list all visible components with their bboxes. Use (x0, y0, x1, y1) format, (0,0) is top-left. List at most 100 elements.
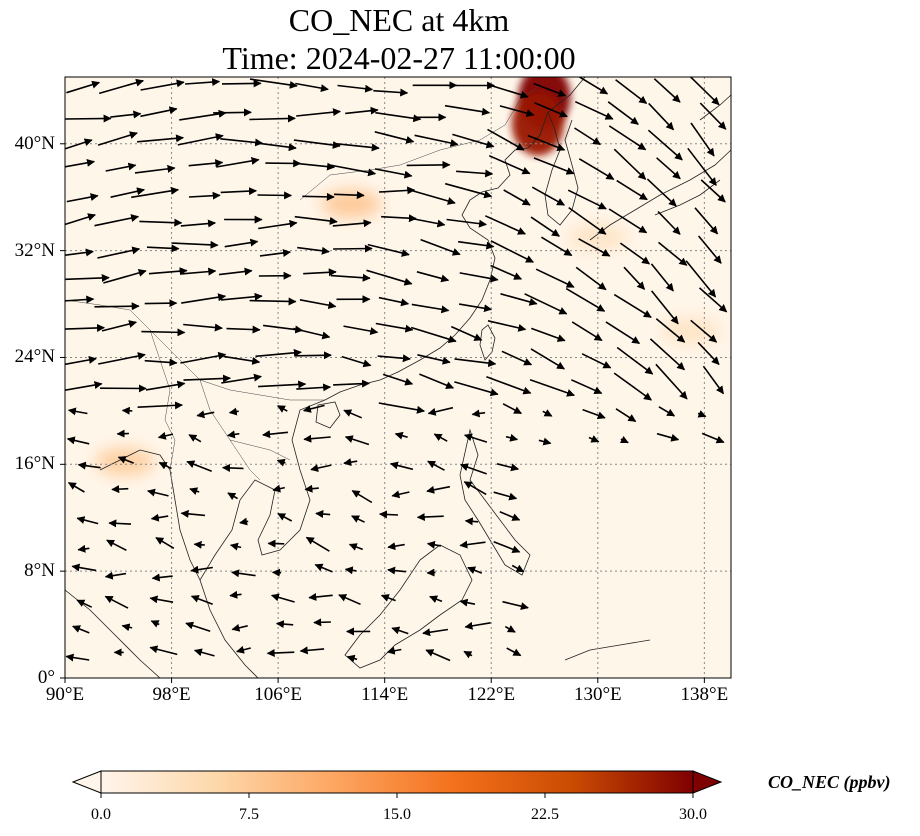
wind-arrow (249, 78, 298, 89)
wind-arrow (457, 240, 495, 250)
wind-arrow (193, 648, 215, 657)
wind-arrow (377, 354, 411, 363)
wind-arrow (185, 78, 221, 87)
wind-arrow (313, 618, 331, 627)
wind-arrow (613, 148, 647, 180)
wind-arrow (502, 600, 529, 611)
wind-arrow (94, 302, 140, 311)
wind-arrow (367, 243, 410, 257)
wind-arrow (459, 272, 499, 283)
wind-arrow (221, 79, 262, 88)
map-frame (64, 76, 732, 679)
wind-arrow (574, 100, 614, 120)
wind-arrow (394, 431, 408, 440)
wind-arrow (229, 590, 242, 599)
wind-arrow (65, 138, 93, 150)
map-title-variable: CO_NEC at 4km (288, 2, 510, 38)
lat-tick-label: 32°N (14, 239, 55, 261)
lat-tick-label: 24°N (14, 346, 55, 368)
wind-arrow (328, 164, 377, 177)
wind-arrow (148, 267, 188, 276)
wind-arrow (186, 460, 212, 472)
wind-arrow (121, 406, 133, 415)
wind-arrow (299, 646, 325, 655)
wind-arrow (158, 461, 172, 470)
lon-tick-label: 98°E (152, 684, 191, 705)
wind-arrow (623, 266, 646, 290)
wind-arrow (658, 406, 676, 417)
wind-vectors (65, 77, 728, 663)
wind-arrow (499, 511, 521, 521)
colorbar-extend-high (692, 770, 723, 794)
wind-arrow (387, 566, 406, 575)
colorbar-tick-label: 0.0 (91, 806, 111, 823)
wind-arrow (344, 435, 370, 446)
wind-arrow (341, 355, 372, 368)
wind-arrow (196, 410, 215, 419)
wind-arrow (295, 351, 332, 360)
wind-arrow (223, 355, 261, 365)
wind-arrow (571, 321, 603, 342)
wind-arrow (379, 510, 399, 519)
wind-arrow (188, 191, 221, 200)
wind-arrow (155, 537, 175, 549)
wind-arrow (144, 299, 178, 308)
coastline-new-guinea-north (564, 639, 651, 661)
coastline-china-east (324, 77, 586, 401)
wind-arrow (493, 540, 521, 554)
wind-arrow (185, 621, 211, 633)
wind-arrow (534, 102, 568, 118)
wind-arrow (72, 625, 90, 634)
wind-arrow (616, 179, 648, 201)
wind-arrow (258, 380, 307, 389)
colorbar-extend-low (71, 770, 102, 794)
wind-arrow (493, 491, 518, 501)
wind-arrow (613, 293, 652, 318)
wind-arrow (295, 82, 329, 93)
wind-arrow (67, 482, 85, 493)
wind-arrow (464, 517, 479, 526)
wind-arrow (460, 463, 487, 475)
wind-arrow (220, 292, 263, 301)
wind-arrow (189, 487, 200, 495)
wind-arrow (533, 82, 567, 97)
wind-arrow (77, 461, 101, 470)
coastline-borneo (344, 544, 473, 669)
wind-arrow (575, 266, 607, 291)
wind-arrow (216, 156, 260, 168)
wind-arrow (344, 566, 357, 575)
wind-arrow (410, 326, 457, 343)
wind-arrow (65, 295, 95, 304)
wind-arrow (578, 158, 615, 180)
wind-arrow (147, 488, 169, 497)
wind-arrow (700, 179, 726, 203)
wind-arrow (488, 84, 529, 99)
wind-arrow (426, 540, 442, 549)
wind-arrow (345, 106, 379, 115)
wind-arrow (310, 464, 332, 472)
wind-arrow (150, 513, 169, 522)
wind-arrow (366, 269, 413, 286)
wind-arrow (180, 219, 216, 228)
wind-arrow (615, 408, 637, 423)
wind-arrow (297, 246, 330, 255)
wind-arrow (227, 492, 239, 501)
wind-arrow (315, 510, 331, 518)
wind-arrow (249, 114, 296, 123)
wind-arrow (702, 365, 725, 395)
wind-arrow (218, 267, 253, 276)
wind-arrow (502, 403, 523, 415)
wind-arrow (419, 373, 455, 389)
wind-arrow (416, 271, 450, 283)
wind-arrow (655, 363, 688, 400)
wind-arrow (456, 169, 494, 178)
wind-arrow (76, 599, 93, 608)
wind-arrow (346, 654, 358, 663)
wind-arrow (140, 106, 178, 118)
wind-arrow (607, 101, 639, 125)
wind-arrow (236, 645, 251, 654)
wind-arrow (496, 463, 520, 472)
wind-arrow (141, 328, 186, 337)
wind-arrow (65, 158, 95, 168)
wind-arrow (647, 129, 683, 161)
